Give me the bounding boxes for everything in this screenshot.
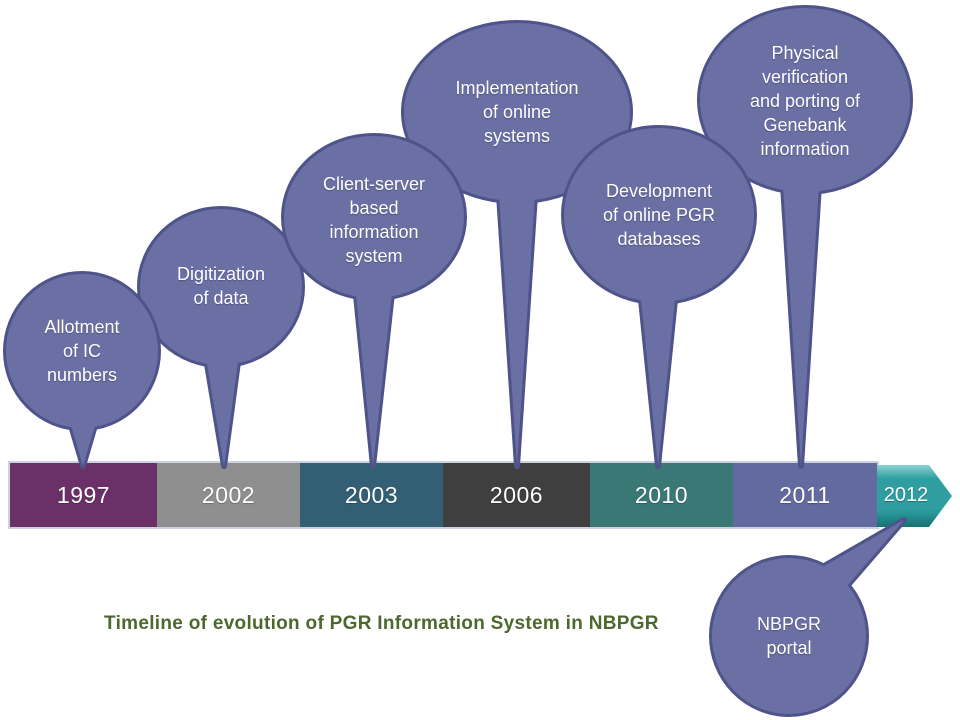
timeline-arrow-2012 xyxy=(877,465,952,527)
timeline-segment-1997: 1997 xyxy=(10,463,157,527)
timeline-segment-2010: 2010 xyxy=(590,463,733,527)
callout-text-digitization: Digitization of data xyxy=(176,264,266,308)
callout-development xyxy=(561,125,757,469)
year-label-2010: 2010 xyxy=(634,481,689,508)
callout-text-implementation: Implementation of online systems xyxy=(455,78,579,146)
callout-implementation xyxy=(401,20,633,469)
timeline-segment-2002: 2002 xyxy=(157,463,300,527)
callout-text-nbpgr-portal: NBPGR portal xyxy=(756,614,821,658)
timeline-segment-2003: 2003 xyxy=(300,463,443,527)
year-label-2006: 2006 xyxy=(489,481,544,508)
year-label-2012: 2012 xyxy=(883,483,929,506)
callout-text-client-server: Client-server based information system xyxy=(322,174,426,266)
callout-nbpgr-portal xyxy=(709,517,907,717)
callout-client-server xyxy=(281,133,467,469)
timeline-segment-2006: 2006 xyxy=(443,463,590,527)
year-label-2003: 2003 xyxy=(344,481,399,508)
year-label-1997: 1997 xyxy=(56,481,111,508)
diagram-caption: Timeline of evolution of PGR Information… xyxy=(104,613,659,634)
callout-text-physical-verification: Physical verification and porting of Gen… xyxy=(749,43,861,159)
callout-digitization xyxy=(137,206,305,469)
callout-text-development: Development of online PGR databases xyxy=(602,181,716,249)
callout-allotment xyxy=(3,271,161,469)
callout-text-allotment: Allotment of IC numbers xyxy=(44,317,120,385)
year-label-2002: 2002 xyxy=(201,481,256,508)
year-label-2011: 2011 xyxy=(779,481,831,508)
timeline-bar: 1997 2002 2003 2006 2010 2011 xyxy=(10,463,877,527)
timeline-segment-2011: 2011 xyxy=(733,463,877,527)
callout-physical-verification xyxy=(697,5,913,469)
